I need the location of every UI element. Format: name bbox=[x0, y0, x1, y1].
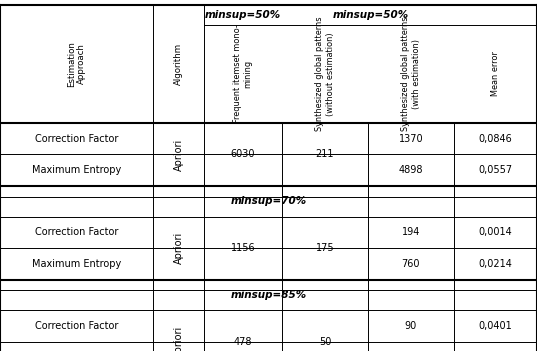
Text: 478: 478 bbox=[234, 337, 252, 347]
Text: minsup=50%: minsup=50% bbox=[332, 10, 409, 20]
Text: Correction Factor: Correction Factor bbox=[35, 321, 118, 331]
Text: 211: 211 bbox=[316, 150, 334, 159]
Text: minsup=85%: minsup=85% bbox=[230, 290, 307, 300]
Text: 50: 50 bbox=[318, 337, 331, 347]
Text: Maximum Entropy: Maximum Entropy bbox=[32, 165, 121, 175]
Text: 4898: 4898 bbox=[398, 165, 423, 175]
Text: 1156: 1156 bbox=[231, 243, 255, 253]
Text: 0,0014: 0,0014 bbox=[478, 227, 512, 237]
Text: Apriori: Apriori bbox=[173, 326, 184, 351]
Text: Apriori: Apriori bbox=[173, 138, 184, 171]
Text: 0,0401: 0,0401 bbox=[478, 321, 512, 331]
Text: Synthesized global patterns
(with estimation): Synthesized global patterns (with estima… bbox=[401, 17, 420, 131]
Text: Correction Factor: Correction Factor bbox=[35, 134, 118, 144]
Text: Correction Factor: Correction Factor bbox=[35, 227, 118, 237]
Text: Maximum Entropy: Maximum Entropy bbox=[32, 259, 121, 269]
Text: Apriori: Apriori bbox=[173, 232, 184, 264]
Text: Synthesized global patterns
(without estimation): Synthesized global patterns (without est… bbox=[315, 17, 335, 131]
Text: minsup=50%: minsup=50% bbox=[205, 10, 281, 20]
Text: 0,0846: 0,0846 bbox=[478, 134, 512, 144]
Text: 760: 760 bbox=[402, 259, 420, 269]
Text: Frequent itemset mono-
mining: Frequent itemset mono- mining bbox=[233, 25, 253, 124]
Text: 0,0214: 0,0214 bbox=[478, 259, 512, 269]
Text: 6030: 6030 bbox=[231, 150, 255, 159]
Text: Mean error: Mean error bbox=[491, 52, 500, 97]
Text: 0,0557: 0,0557 bbox=[478, 165, 512, 175]
Text: 175: 175 bbox=[316, 243, 334, 253]
Text: Estimation
Approach: Estimation Approach bbox=[67, 41, 86, 87]
Text: 194: 194 bbox=[402, 227, 420, 237]
Text: 1370: 1370 bbox=[398, 134, 423, 144]
Text: 90: 90 bbox=[405, 321, 417, 331]
Text: minsup=70%: minsup=70% bbox=[230, 196, 307, 206]
Text: Algorithm: Algorithm bbox=[174, 43, 183, 85]
